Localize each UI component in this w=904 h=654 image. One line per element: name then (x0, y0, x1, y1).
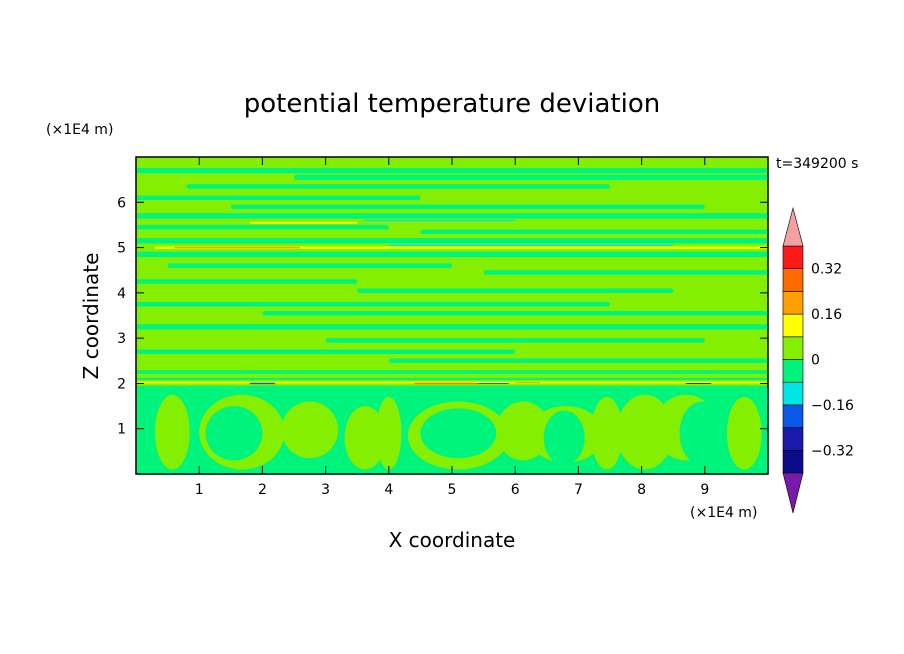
field-band (136, 213, 768, 219)
field-band (136, 377, 768, 381)
y-axis-ticks: 1 2 3 4 5 6 (117, 195, 768, 438)
y-tick-label: 3 (117, 331, 126, 347)
time-label: t=349200 s (776, 156, 858, 172)
field-band (136, 224, 389, 230)
colorbar-tick-label: 0.16 (811, 307, 842, 323)
field-extreme-band (154, 246, 768, 249)
field-band (136, 370, 768, 374)
colorbar-segment (782, 291, 804, 315)
colorbar-tick-label: 0.32 (811, 262, 842, 278)
field-extreme-band (414, 382, 478, 385)
field-band (357, 288, 674, 293)
y-tick-label: 2 (117, 376, 126, 392)
colorbar-segment (782, 427, 804, 451)
field-cell-negative (679, 401, 724, 465)
y-tick-label: 6 (117, 195, 126, 211)
field-extreme-band (477, 382, 509, 384)
field-band (230, 204, 705, 210)
x-tick-label: 3 (321, 482, 330, 498)
x-tick-label: 8 (637, 482, 646, 498)
field-extreme-band (685, 382, 712, 384)
field-band (325, 338, 705, 343)
field-band (136, 279, 358, 284)
field-extreme-band (249, 382, 276, 385)
y-tick-label: 1 (117, 422, 126, 438)
field-extreme-band (388, 244, 674, 246)
field-band (483, 270, 768, 275)
field-extreme-band (249, 221, 358, 224)
colorbar-segment (782, 404, 804, 428)
x-tick-label: 4 (384, 482, 393, 498)
colorbar-tick-label: 0 (811, 353, 820, 369)
x-tick-label: 7 (574, 482, 583, 498)
field-cell-negative (420, 408, 497, 459)
field-extreme-band (515, 382, 541, 383)
colorbar-segment (782, 313, 804, 338)
colorbar-tick-label: −0.16 (811, 398, 854, 414)
field-cell-negative (543, 410, 585, 465)
field-band (136, 195, 421, 201)
colorbar-over-arrow (782, 206, 804, 247)
field-band (136, 167, 768, 174)
field-band (420, 229, 768, 234)
y-tick-label: 4 (117, 286, 126, 302)
colorbar-segment (782, 245, 804, 270)
y-unit-label: (×1E4 m) (46, 122, 113, 138)
x-axis-label: X coordinate (389, 528, 516, 552)
field-cell-negative (205, 406, 263, 461)
field-cell (591, 397, 623, 470)
x-tick-label: 9 (700, 482, 709, 498)
field-band (136, 251, 768, 258)
field-cell (154, 394, 190, 470)
x-tick-label: 2 (258, 482, 267, 498)
field-cell (281, 401, 339, 459)
colorbar-segment (782, 336, 804, 360)
field-band (186, 184, 610, 189)
x-axis-ticks: 1 2 3 4 5 6 7 8 9 (195, 157, 709, 498)
plot-frame (135, 156, 769, 475)
x-unit-label: (×1E4 m) (690, 505, 757, 521)
x-tick-label: 6 (511, 482, 520, 498)
colorbar-segment (782, 268, 804, 292)
plot-area (136, 157, 768, 474)
field-extreme-band (363, 219, 516, 222)
colorbar-tick-label: −0.32 (811, 443, 854, 459)
field-cell (726, 397, 762, 470)
colorbar-segment (782, 381, 804, 406)
field-band (294, 174, 768, 181)
field-cell (376, 397, 402, 470)
field-extreme-band (136, 381, 768, 384)
field-band (136, 324, 768, 330)
x-tick-label: 1 (195, 482, 204, 498)
colorbar-segment (782, 359, 804, 383)
chart-title: potential temperature deviation (244, 89, 660, 119)
y-tick-label: 5 (117, 241, 126, 257)
colorbar-segment (782, 449, 804, 474)
field-band (167, 263, 452, 268)
colorbar-under-arrow (782, 472, 804, 514)
field-band (388, 358, 768, 364)
field-extreme-band (173, 246, 301, 249)
field-cell (344, 406, 386, 470)
x-tick-label: 5 (448, 482, 457, 498)
colorbar: 0.32 0.16 0 −0.16 −0.32 (782, 206, 854, 514)
y-axis-label: Z coordinate (79, 253, 103, 380)
field-band (262, 310, 768, 316)
field-band (136, 349, 516, 354)
field-band (136, 301, 610, 307)
field-band (136, 238, 768, 244)
